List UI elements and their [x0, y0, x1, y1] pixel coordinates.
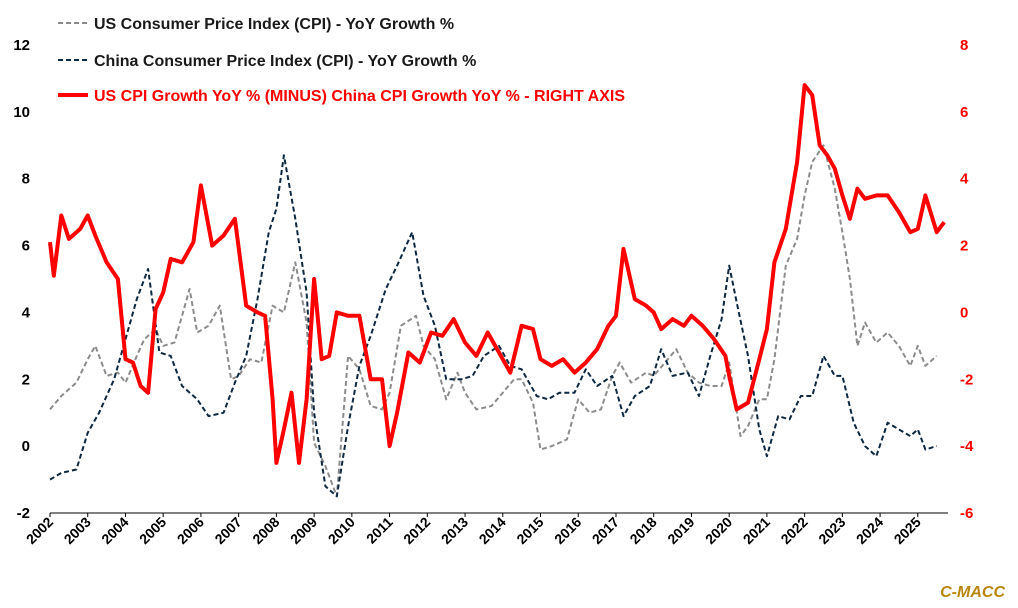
series-line-2 [49, 154, 937, 498]
legend-label-3: US CPI Growth YoY % (MINUS) China CPI Gr… [94, 88, 625, 105]
y-right-tick-label: 2 [960, 238, 968, 255]
legend-label-2: China Consumer Price Index (CPI) - YoY G… [94, 53, 476, 70]
series-group [48, 83, 946, 498]
series-line-3 [48, 83, 946, 465]
y-right-tick-label: 6 [960, 104, 968, 121]
watermark-label: C-MACC [940, 584, 1005, 601]
y-left-tick-label: 0 [22, 438, 30, 455]
legend: US Consumer Price Index (CPI) - YoY Grow… [58, 16, 625, 105]
y-left-tick-label: -2 [17, 505, 30, 522]
y-right-tick-label: -4 [960, 438, 974, 455]
y-right-tick-label: -2 [960, 371, 973, 388]
y-left-tick-label: 8 [22, 171, 30, 188]
y-left-tick-label: 10 [13, 104, 30, 121]
series-line-1 [49, 144, 938, 498]
y-right-tick-label: 0 [960, 304, 968, 321]
y-left-tick-label: 2 [22, 371, 30, 388]
y-right-tick-label: 8 [960, 37, 968, 54]
y-left-tick-label: 4 [22, 304, 31, 321]
y-right-tick-label: 4 [960, 171, 969, 188]
y-left-tick-label: 12 [13, 37, 30, 54]
y-left-tick-label: 6 [22, 238, 30, 255]
y-right-tick-label: -6 [960, 505, 973, 522]
legend-label-1: US Consumer Price Index (CPI) - YoY Grow… [94, 16, 454, 33]
